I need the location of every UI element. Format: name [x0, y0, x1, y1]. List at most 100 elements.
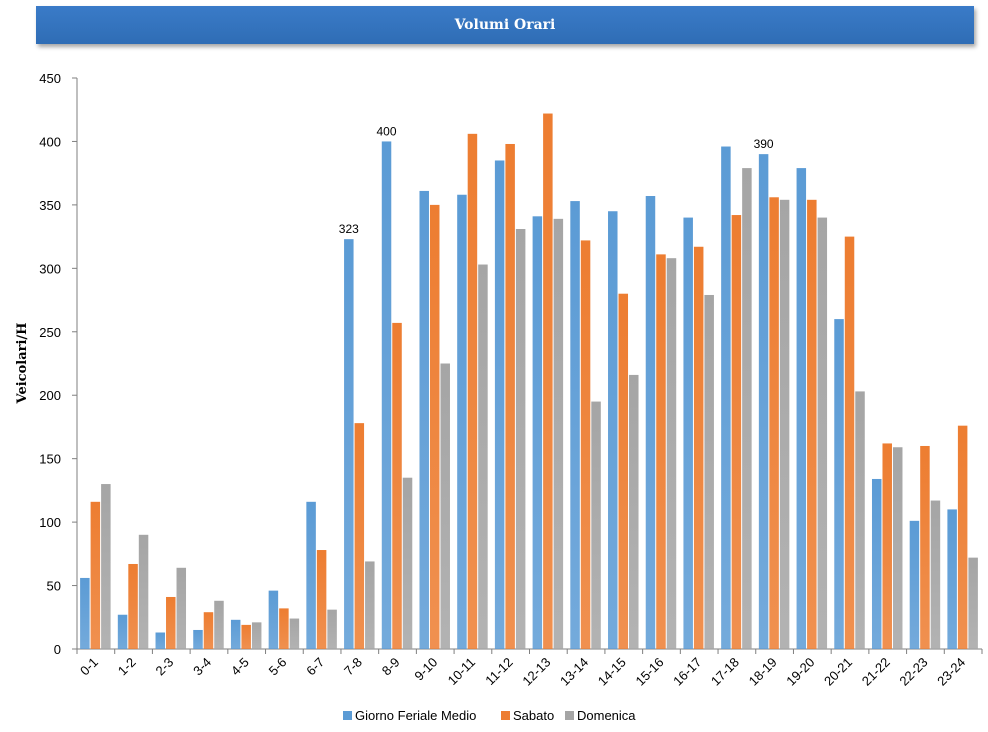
x-tick-label: 21-22 [859, 655, 893, 689]
bar [193, 629, 203, 649]
bar [947, 509, 957, 649]
bar [731, 215, 742, 650]
x-tick-label: 19-20 [783, 655, 817, 689]
x-tick-label: 16-17 [670, 655, 704, 689]
legend: Giorno Feriale Medio Sabato Domenica [343, 708, 636, 723]
y-tick-label: 150 [39, 452, 61, 467]
x-tick-label: 17-18 [708, 655, 742, 689]
x-tick-label: 0-1 [77, 655, 101, 679]
bar [214, 600, 224, 649]
bar [344, 239, 354, 649]
x-tick-label: 18-19 [746, 655, 780, 689]
bar [251, 622, 262, 649]
bar [817, 217, 828, 650]
bar [909, 520, 920, 649]
bar [721, 146, 731, 649]
bar [467, 133, 478, 649]
bar [704, 294, 714, 649]
x-tick-label: 1-2 [115, 655, 139, 679]
x-tick-label: 20-21 [821, 655, 855, 689]
x-tick-label: 14-15 [595, 655, 629, 689]
bar [155, 632, 166, 649]
x-tick-label: 10-11 [445, 655, 478, 688]
y-tick-label: 200 [39, 388, 61, 403]
y-tick-label: 100 [39, 515, 61, 530]
bar [419, 190, 429, 650]
bars [80, 113, 978, 650]
bar [769, 197, 779, 649]
bar [241, 624, 251, 649]
bar [365, 561, 375, 649]
x-tick-label: 4-5 [228, 655, 252, 679]
x-tick-label: 23-24 [934, 655, 968, 689]
bar [796, 168, 807, 649]
bar [855, 391, 865, 649]
x-tick-label: 3-4 [190, 655, 214, 679]
bar [608, 211, 618, 649]
bar [138, 534, 149, 649]
y-tick-label: 0 [54, 642, 61, 657]
x-tick-label: 9-10 [411, 655, 440, 684]
chart-title: Volumi Orari [454, 17, 556, 33]
bar [381, 141, 392, 649]
legend-swatch [565, 711, 574, 720]
bar [203, 612, 214, 649]
bar [306, 501, 316, 649]
x-tick-label: 15-16 [632, 655, 666, 689]
y-tick-label: 450 [39, 71, 61, 86]
bar [580, 240, 591, 649]
y-tick-label: 350 [39, 198, 61, 213]
bar [920, 445, 930, 649]
x-tick-label: 5-6 [266, 655, 290, 679]
bar [553, 218, 564, 649]
data-labels: 323 400 390 [339, 124, 774, 236]
bar [844, 236, 855, 649]
bar [666, 258, 677, 649]
bar [268, 590, 279, 649]
bar [742, 168, 752, 649]
bar [316, 550, 327, 649]
bar [101, 484, 111, 649]
bar [656, 254, 666, 649]
bar [354, 423, 365, 649]
bar [543, 113, 553, 650]
data-label: 323 [339, 222, 359, 236]
bar [683, 217, 693, 650]
bar [230, 619, 241, 649]
x-tick-label: 11-12 [482, 655, 515, 688]
bar [930, 500, 941, 649]
bar [968, 557, 978, 649]
y-tick-label: 400 [39, 134, 61, 149]
bar [279, 608, 289, 649]
bar [618, 293, 629, 649]
bar [882, 443, 892, 649]
bar [80, 577, 90, 649]
bar [758, 154, 769, 649]
bar [90, 501, 101, 649]
x-tick-label: 22-23 [896, 655, 930, 689]
bar [957, 425, 968, 649]
chart-title-banner: Volumi Orari [36, 6, 974, 44]
data-label: 400 [377, 124, 397, 138]
x-tick-label: 13-14 [557, 655, 591, 689]
bar [645, 196, 656, 650]
bar [807, 199, 817, 649]
legend-label: Giorno Feriale Medio [355, 708, 476, 723]
bar [494, 160, 505, 649]
y-axis-label: Veicolari/H [15, 323, 30, 405]
bar [570, 201, 580, 650]
bar [429, 204, 440, 649]
legend-label: Domenica [577, 708, 636, 723]
x-tick-label: 8-9 [379, 655, 403, 679]
x-tick-label: 6-7 [303, 655, 327, 679]
bar [166, 596, 176, 649]
y-tick-label: 50 [47, 579, 61, 594]
bar [289, 618, 300, 649]
bar [176, 567, 187, 649]
bar [693, 246, 704, 650]
x-tick-label: 7-8 [341, 655, 365, 679]
bar [892, 447, 903, 649]
bar [440, 363, 450, 649]
bar [532, 216, 543, 649]
